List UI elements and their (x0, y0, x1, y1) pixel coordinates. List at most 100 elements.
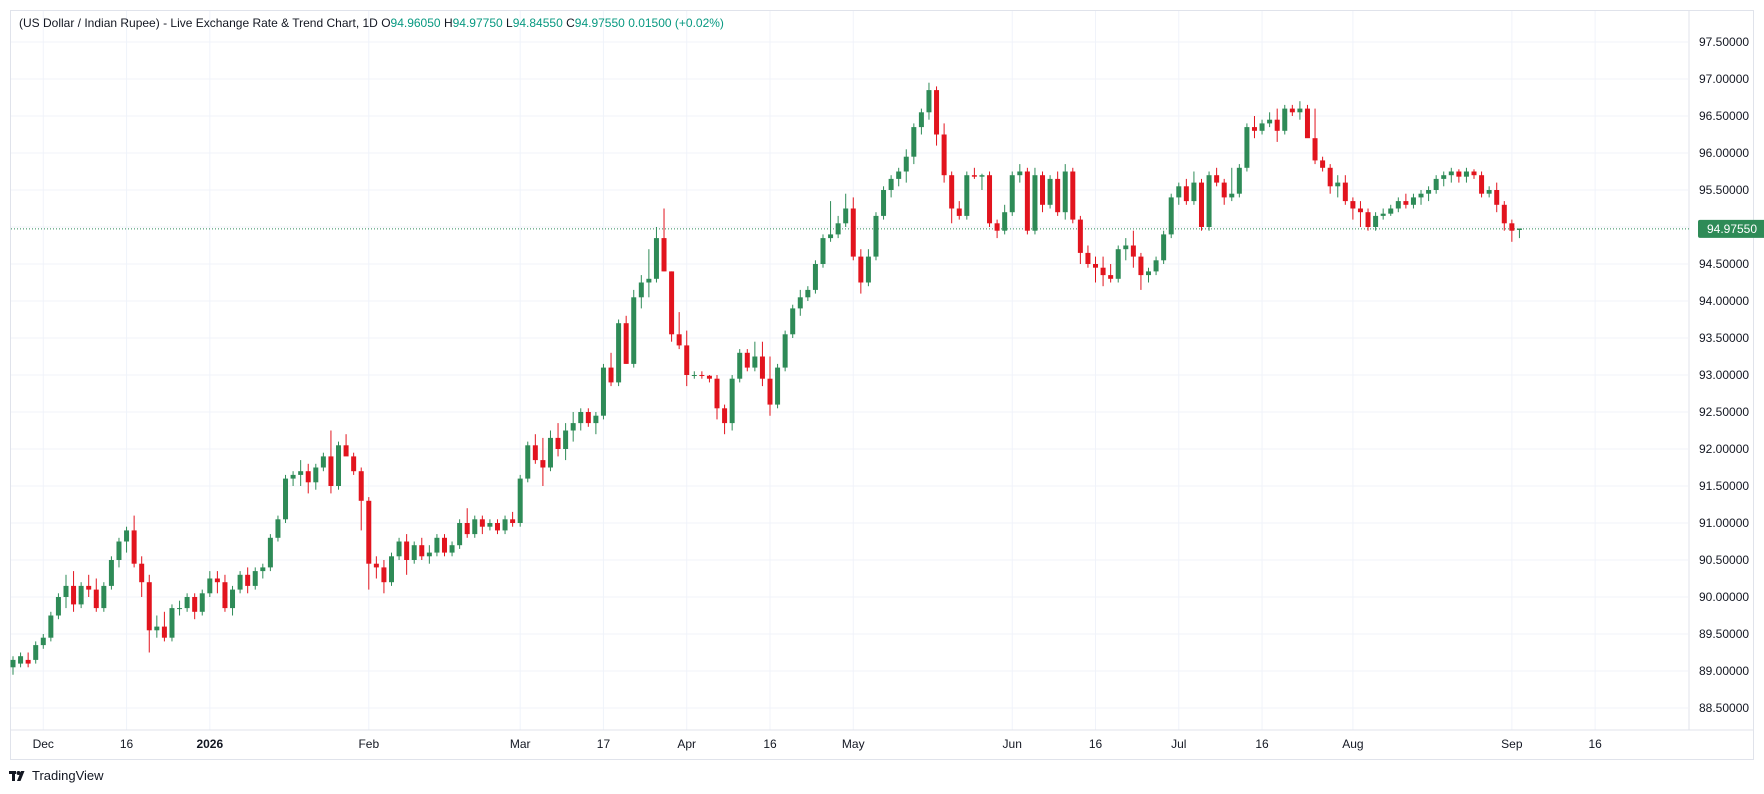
candle[interactable] (116, 537, 122, 568)
candle[interactable] (1403, 193, 1409, 209)
candle[interactable] (366, 497, 372, 590)
candle[interactable] (124, 526, 130, 553)
candle[interactable] (441, 534, 447, 557)
candle[interactable] (1471, 169, 1477, 179)
candle[interactable] (1161, 230, 1167, 264)
candle[interactable] (971, 167, 977, 179)
candle[interactable] (858, 249, 864, 294)
candle[interactable] (835, 215, 841, 239)
candle[interactable] (290, 471, 296, 486)
candle[interactable] (593, 412, 599, 435)
candle[interactable] (638, 275, 644, 309)
chart-frame[interactable] (10, 10, 1754, 760)
candle[interactable] (805, 286, 811, 301)
candle[interactable] (25, 652, 31, 668)
candle[interactable] (1463, 167, 1469, 183)
candle[interactable] (1516, 228, 1522, 239)
candle[interactable] (449, 541, 455, 557)
candle[interactable] (1198, 178, 1204, 231)
candle[interactable] (245, 567, 251, 594)
candle[interactable] (1214, 167, 1220, 187)
candle[interactable] (267, 534, 273, 572)
candle[interactable] (669, 271, 675, 342)
candle[interactable] (222, 574, 228, 612)
candle[interactable] (1055, 171, 1061, 216)
candle[interactable] (71, 571, 77, 612)
candle[interactable] (389, 552, 394, 586)
candle[interactable] (699, 371, 705, 379)
candle[interactable] (1062, 164, 1068, 220)
tradingview-footer[interactable]: TradingView (9, 768, 104, 783)
candle[interactable] (1380, 208, 1386, 220)
candle[interactable] (1077, 215, 1083, 264)
candle[interactable] (252, 567, 258, 590)
candle[interactable] (661, 208, 667, 272)
candle[interactable] (230, 585, 236, 616)
candle[interactable] (1221, 178, 1227, 205)
candle[interactable] (1176, 182, 1182, 205)
candle[interactable] (540, 437, 546, 486)
candle[interactable] (1191, 171, 1197, 205)
candle[interactable] (1297, 101, 1303, 120)
candle[interactable] (146, 574, 152, 653)
candle[interactable] (1229, 167, 1235, 202)
candle[interactable] (585, 408, 591, 427)
candle[interactable] (653, 227, 659, 283)
candle[interactable] (790, 304, 796, 338)
candle[interactable] (979, 173, 985, 190)
candle[interactable] (1494, 182, 1500, 213)
candle[interactable] (510, 511, 516, 527)
candle[interactable] (934, 86, 940, 146)
candle[interactable] (1342, 175, 1348, 205)
candle[interactable] (903, 149, 909, 183)
candle[interactable] (1410, 193, 1416, 209)
candle[interactable] (1289, 104, 1295, 116)
candle[interactable] (1040, 171, 1046, 213)
candle[interactable] (1312, 108, 1318, 165)
candle[interactable] (1017, 164, 1023, 183)
candle[interactable] (177, 600, 183, 616)
candle[interactable] (570, 412, 576, 442)
candle[interactable] (684, 330, 690, 387)
candle[interactable] (426, 545, 432, 564)
candle[interactable] (759, 341, 765, 387)
candle[interactable] (169, 604, 175, 642)
candle[interactable] (1501, 201, 1507, 231)
candle[interactable] (563, 423, 569, 461)
candle[interactable] (676, 312, 682, 350)
candle[interactable] (623, 315, 629, 364)
candle[interactable] (1282, 104, 1288, 135)
candle[interactable] (40, 634, 46, 649)
candle[interactable] (1115, 245, 1121, 283)
candle[interactable] (108, 556, 114, 590)
candle[interactable] (139, 556, 145, 597)
candle[interactable] (608, 352, 614, 387)
candle[interactable] (1123, 238, 1129, 261)
candle[interactable] (1509, 219, 1515, 242)
candle[interactable] (1168, 193, 1174, 239)
candle[interactable] (547, 430, 553, 472)
candle[interactable] (487, 519, 493, 531)
candle[interactable] (646, 249, 652, 298)
candle[interactable] (850, 197, 856, 261)
candle[interactable] (154, 615, 160, 638)
candle[interactable] (275, 515, 281, 542)
candle[interactable] (419, 537, 425, 560)
candle[interactable] (373, 556, 379, 579)
candle[interactable] (184, 593, 190, 612)
candle[interactable] (1146, 267, 1151, 283)
candle[interactable] (343, 434, 349, 457)
candle[interactable] (767, 356, 773, 416)
candle[interactable] (517, 474, 523, 527)
candle[interactable] (1274, 108, 1280, 142)
candle[interactable] (1032, 167, 1038, 235)
candle[interactable] (865, 249, 871, 287)
candle[interactable] (729, 375, 735, 431)
candle[interactable] (820, 234, 826, 268)
candle[interactable] (502, 515, 508, 535)
candle[interactable] (1426, 186, 1432, 202)
candle[interactable] (199, 589, 205, 616)
candle[interactable] (525, 441, 531, 483)
candle[interactable] (1153, 256, 1159, 276)
candle[interactable] (48, 611, 54, 642)
